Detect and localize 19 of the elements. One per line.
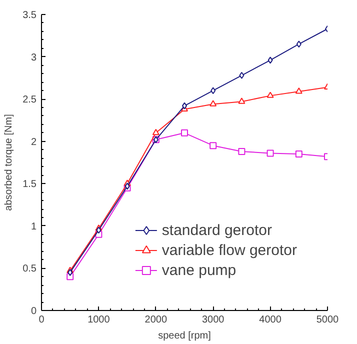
- y-tick-label: 2: [30, 136, 37, 148]
- x-tick-label: 1000: [88, 314, 110, 326]
- y-tick-label: 3: [30, 52, 37, 64]
- y-tick-label: 0: [30, 306, 37, 317]
- legend-label: standard gerotor: [162, 222, 272, 238]
- x-tick-label: 3000: [202, 314, 225, 326]
- legend-label: variable flow gerotor: [162, 242, 297, 258]
- x-tick-label: 0: [38, 314, 45, 326]
- y-tick-label: 2.5: [22, 94, 37, 106]
- y-tick-label: 3.5: [22, 10, 37, 21]
- x-axis-title: speed [rpm]: [158, 330, 212, 342]
- y-tick-label: 1: [30, 221, 37, 232]
- x-tick-label: 4000: [259, 314, 282, 326]
- legend-label: vane pump: [162, 262, 236, 278]
- y-tick-label: 1.5: [22, 179, 37, 190]
- x-tick-label: 2000: [144, 314, 168, 326]
- y-tick-label: 0.5: [22, 264, 37, 275]
- x-tick-label: 5000: [316, 314, 340, 326]
- y-axis-title: absorbed torque [Nm]: [4, 114, 15, 211]
